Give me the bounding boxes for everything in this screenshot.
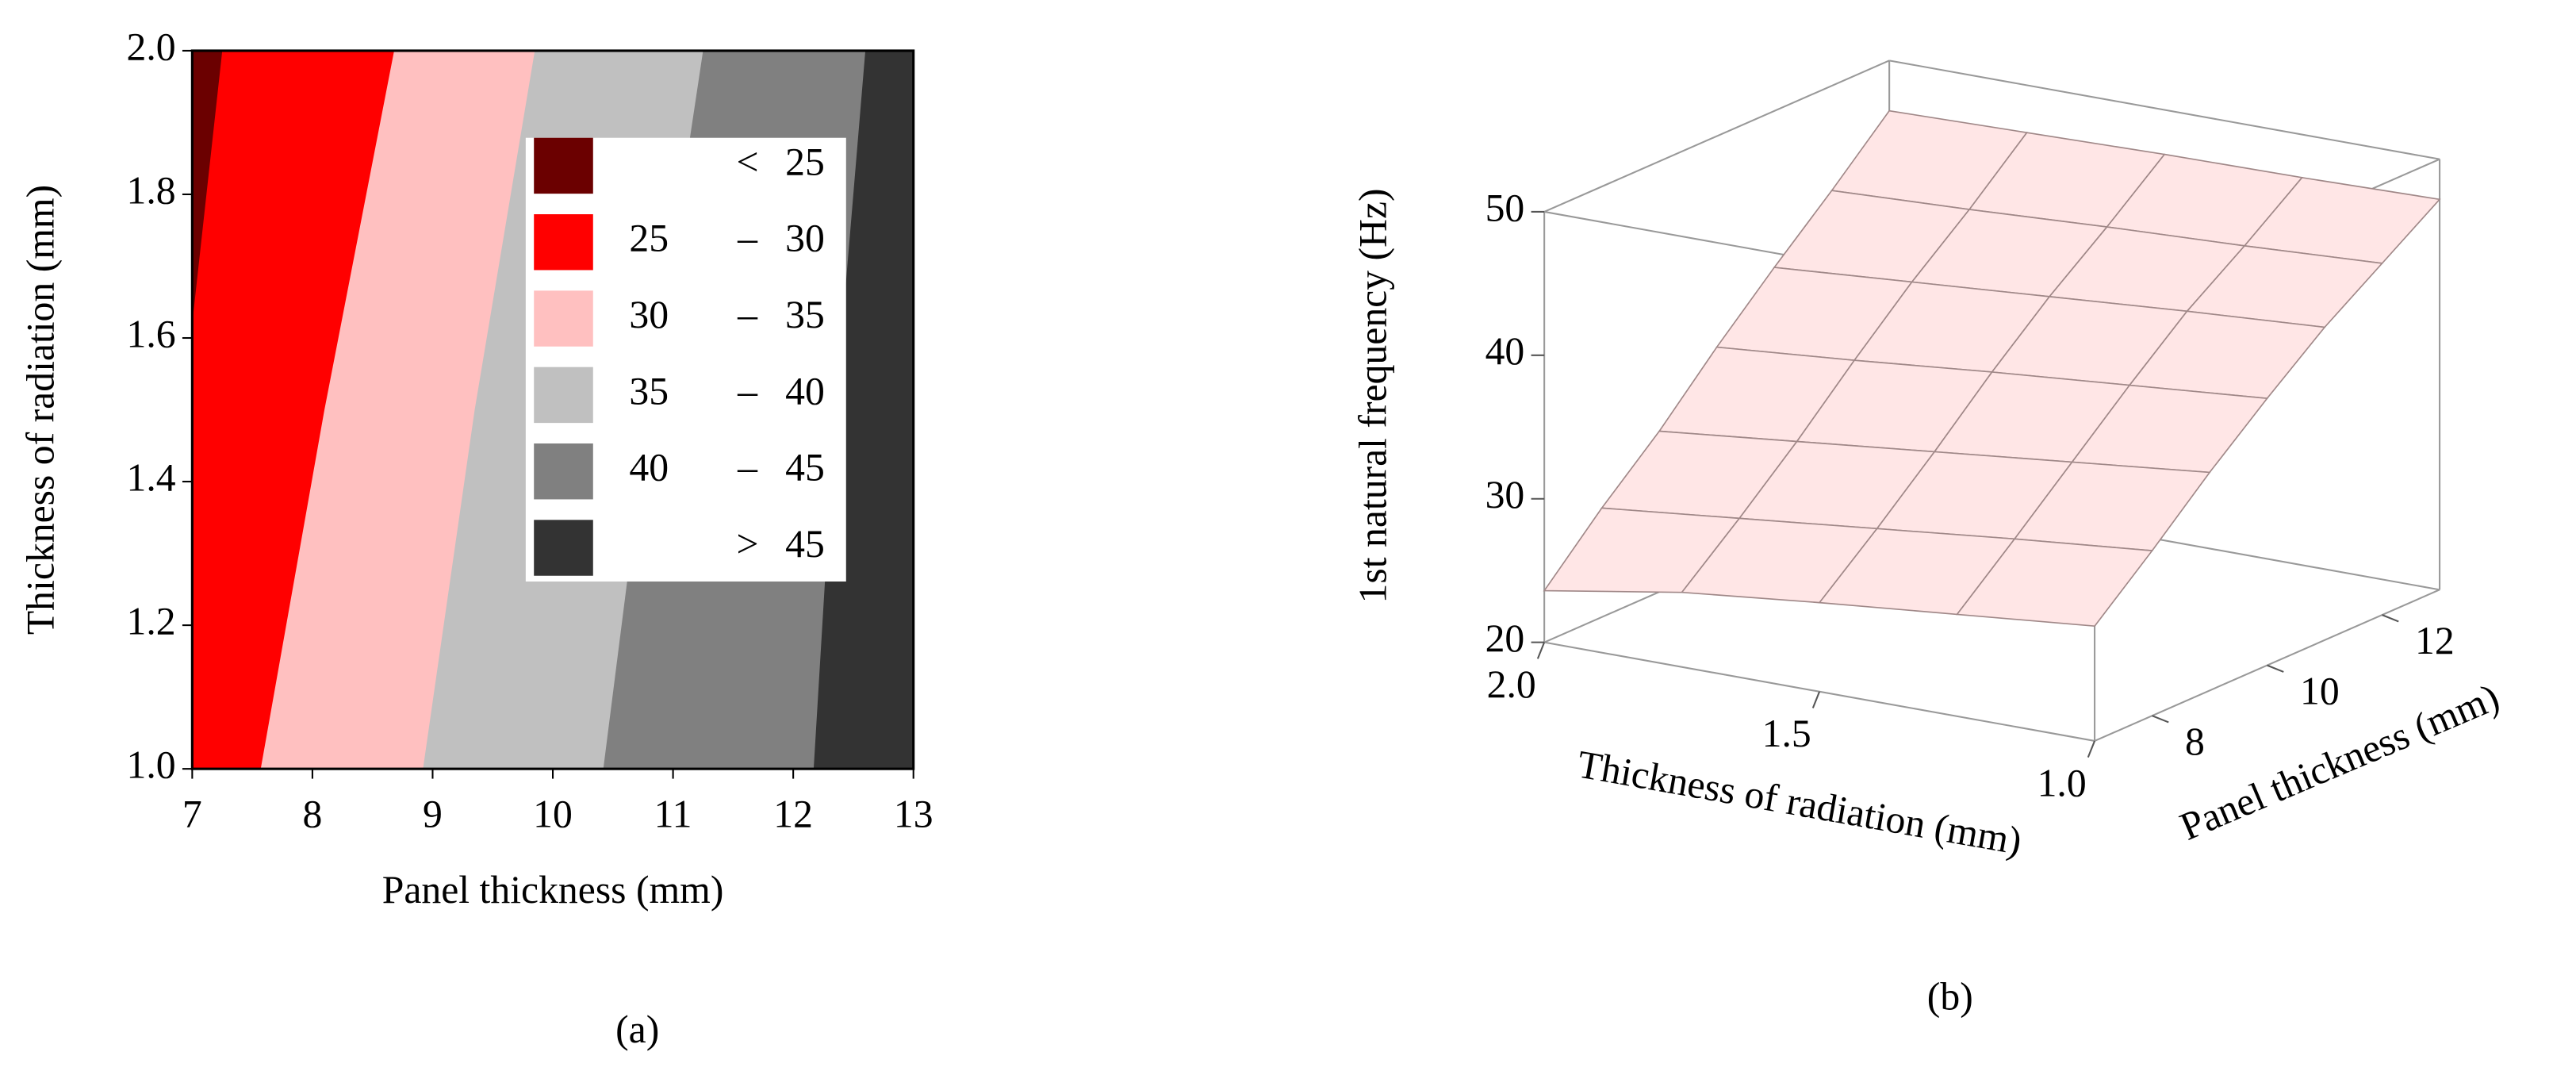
x-tick-label: 13 xyxy=(894,793,933,836)
legend-swatch xyxy=(534,367,593,424)
y-tick xyxy=(2382,614,2399,623)
legend-value: 30 xyxy=(629,293,669,336)
y-axis-label: Panel thickness (mm) xyxy=(2174,675,2505,849)
contour-region xyxy=(192,50,223,324)
x-tick-label: 10 xyxy=(533,793,573,836)
y-tick-label: 1.4 xyxy=(127,455,176,499)
legend-swatch xyxy=(534,214,593,271)
legend-sign: < xyxy=(736,140,758,183)
legend-sep: – xyxy=(737,217,758,260)
legend-sep: – xyxy=(737,293,758,336)
legend-sign: > xyxy=(736,522,758,566)
legend-value: 25 xyxy=(629,217,669,260)
x-tick-label: 11 xyxy=(654,793,692,836)
legend-value: 40 xyxy=(785,369,825,413)
legend-value: 45 xyxy=(785,446,825,489)
y-tick-label: 10 xyxy=(2300,669,2340,712)
x-tick-label: 9 xyxy=(423,793,443,836)
box-edge xyxy=(1888,60,2440,160)
x-tick xyxy=(2087,740,2096,758)
x-axis-label: Thickness of radiation (mm) xyxy=(1574,742,2025,863)
y-tick-label: 1.2 xyxy=(127,600,176,643)
x-tick-label: 2.0 xyxy=(1487,662,1536,706)
panel-label: (b) xyxy=(1927,975,1973,1019)
x-tick-label: 8 xyxy=(302,793,322,836)
z-tick-label: 50 xyxy=(1485,186,1525,229)
x-axis-label: Panel thickness (mm) xyxy=(382,868,724,912)
legend-value: 25 xyxy=(785,140,825,183)
y-tick-label: 1.6 xyxy=(127,312,176,355)
legend-box xyxy=(525,137,846,582)
panel-label: (a) xyxy=(615,1008,659,1051)
legend-value: 35 xyxy=(629,369,669,413)
legend-swatch xyxy=(534,290,593,347)
x-tick-label: 12 xyxy=(773,793,813,836)
y-tick-label: 1.8 xyxy=(127,168,176,212)
x-tick xyxy=(1811,691,1821,708)
x-tick-label: 1.5 xyxy=(1762,712,1811,755)
y-tick-label: 1.0 xyxy=(127,743,176,787)
y-tick-label: 12 xyxy=(2415,619,2455,662)
surface-patch xyxy=(1956,538,2154,628)
contour-region xyxy=(192,50,394,770)
box-edge xyxy=(1543,60,1890,213)
y-tick-label: 2.0 xyxy=(127,25,176,68)
legend-swatch xyxy=(534,137,593,194)
legend-value: 30 xyxy=(785,217,825,260)
y-tick xyxy=(2267,664,2284,673)
y-tick xyxy=(2152,715,2169,724)
y-axis-label: Thickness of radiation (mm) xyxy=(18,185,62,635)
x-tick xyxy=(1536,642,1546,659)
legend-swatch xyxy=(534,520,593,576)
legend-swatch xyxy=(534,443,593,500)
legend-value: 40 xyxy=(629,446,669,489)
legend-value: 45 xyxy=(785,522,825,566)
legend-value: 35 xyxy=(785,293,825,336)
z-tick-label: 20 xyxy=(1485,616,1525,660)
z-axis-label: 1st natural frequency (Hz) xyxy=(1351,188,1394,603)
x-tick-label: 7 xyxy=(182,793,202,836)
z-tick-label: 40 xyxy=(1485,329,1525,373)
legend-sep: – xyxy=(737,369,758,413)
y-tick-label: 8 xyxy=(2185,720,2205,763)
x-tick-label: 1.0 xyxy=(2037,761,2087,804)
z-tick-label: 30 xyxy=(1485,473,1525,516)
legend-sep: – xyxy=(737,446,758,489)
